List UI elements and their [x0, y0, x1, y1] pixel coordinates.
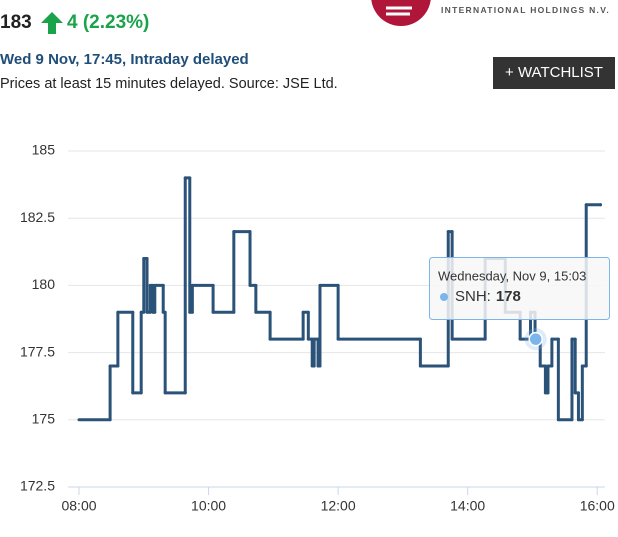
y-tick-label: 185 — [32, 142, 56, 158]
arrow-shape — [41, 12, 63, 34]
y-tick-label: 175 — [32, 411, 56, 427]
tooltip-label: SNH: — [455, 288, 491, 305]
x-tick-label: 10:00 — [191, 498, 226, 514]
x-tick-label: 16:00 — [580, 498, 615, 514]
delay-note: Prices at least 15 minutes delayed. Sour… — [0, 76, 338, 92]
price-change: 4 (2.23%) — [67, 12, 150, 33]
y-tick-label: 172.5 — [20, 478, 55, 494]
y-tick-label: 177.5 — [20, 343, 55, 359]
timestamp: Wed 9 Nov, 17:45, Intraday delayed — [0, 51, 249, 68]
x-tick-label: 08:00 — [61, 498, 96, 514]
tooltip-box — [429, 257, 610, 320]
tooltip-value: 178 — [496, 288, 521, 305]
y-tick-label: 180 — [32, 276, 56, 292]
hover-halo — [524, 328, 547, 351]
watchlist-button[interactable]: + WATCHLIST — [493, 57, 615, 89]
logo-mark — [371, 0, 431, 26]
y-tick-label: 182.5 — [20, 209, 55, 225]
logo-stripes — [386, 6, 412, 16]
up-arrow — [41, 12, 63, 34]
logo-text: INTERNATIONAL HOLDINGS N.V. — [441, 5, 611, 15]
tooltip-dot — [440, 293, 448, 301]
price: 183 — [0, 12, 32, 33]
x-tick-label: 14:00 — [450, 498, 485, 514]
x-tick-label: 12:00 — [321, 498, 356, 514]
tooltip-row: SNH: 178 — [455, 288, 521, 305]
tooltip-title: Wednesday, Nov 9, 15:03 — [438, 268, 586, 283]
hover-marker — [528, 331, 543, 347]
